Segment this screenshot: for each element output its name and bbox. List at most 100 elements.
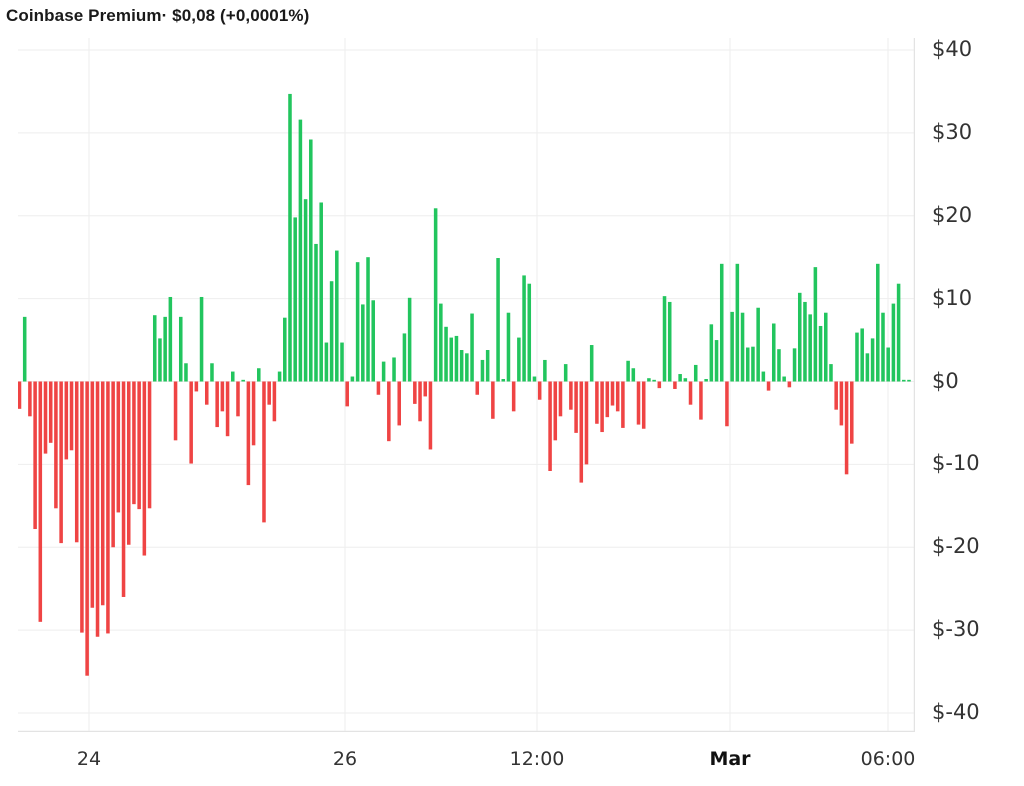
bar[interactable]: [220, 381, 225, 412]
bar[interactable]: [459, 350, 464, 382]
bar[interactable]: [907, 379, 911, 382]
bar[interactable]: [511, 381, 516, 412]
bar[interactable]: [288, 93, 292, 382]
bar[interactable]: [428, 381, 433, 450]
bar[interactable]: [293, 217, 297, 382]
bar[interactable]: [615, 381, 620, 412]
bar[interactable]: [771, 323, 776, 382]
bar[interactable]: [850, 381, 854, 444]
bar[interactable]: [631, 368, 636, 382]
bar[interactable]: [335, 250, 339, 382]
bar[interactable]: [714, 340, 719, 382]
bar[interactable]: [241, 379, 245, 382]
bar[interactable]: [605, 381, 610, 418]
bar[interactable]: [189, 381, 193, 464]
bar[interactable]: [641, 381, 646, 429]
bar[interactable]: [855, 332, 859, 382]
bar[interactable]: [662, 296, 667, 382]
bar[interactable]: [454, 335, 459, 382]
bar[interactable]: [262, 381, 266, 523]
bar[interactable]: [839, 381, 844, 426]
bar[interactable]: [283, 317, 287, 382]
bar[interactable]: [152, 315, 157, 382]
bar[interactable]: [350, 376, 355, 382]
bar[interactable]: [808, 314, 812, 382]
bar[interactable]: [272, 381, 277, 422]
bar[interactable]: [147, 381, 152, 509]
bar[interactable]: [803, 301, 807, 382]
bar[interactable]: [902, 379, 906, 382]
bar[interactable]: [126, 381, 131, 545]
bar[interactable]: [610, 381, 615, 406]
bar[interactable]: [745, 347, 750, 382]
bar[interactable]: [860, 328, 864, 382]
bar[interactable]: [829, 364, 833, 382]
bar[interactable]: [142, 381, 147, 556]
bar[interactable]: [418, 381, 422, 422]
bar[interactable]: [881, 312, 885, 382]
bar[interactable]: [33, 381, 37, 530]
bar[interactable]: [704, 379, 708, 382]
bar[interactable]: [501, 379, 506, 382]
bar[interactable]: [756, 307, 760, 382]
bar[interactable]: [537, 381, 542, 400]
bar[interactable]: [751, 346, 755, 382]
bar[interactable]: [90, 381, 95, 608]
bar[interactable]: [813, 267, 818, 382]
bar[interactable]: [28, 381, 32, 417]
bar[interactable]: [589, 345, 594, 382]
bar[interactable]: [475, 381, 480, 395]
bar[interactable]: [844, 381, 849, 475]
bar[interactable]: [548, 381, 552, 472]
bar[interactable]: [470, 313, 474, 382]
bar[interactable]: [886, 347, 890, 382]
bar[interactable]: [178, 316, 183, 382]
bar[interactable]: [699, 381, 703, 420]
bar[interactable]: [407, 297, 412, 382]
bar[interactable]: [106, 381, 110, 634]
bar[interactable]: [64, 381, 69, 460]
bar[interactable]: [636, 381, 641, 425]
bar[interactable]: [387, 381, 391, 442]
bar[interactable]: [69, 381, 74, 451]
bar[interactable]: [361, 304, 365, 382]
bar[interactable]: [553, 381, 558, 441]
bar[interactable]: [121, 381, 126, 597]
bar[interactable]: [647, 378, 651, 382]
bar[interactable]: [163, 316, 167, 382]
bar[interactable]: [298, 119, 303, 382]
bar[interactable]: [563, 364, 568, 382]
bar[interactable]: [423, 381, 428, 397]
bar[interactable]: [173, 381, 178, 441]
bar[interactable]: [59, 381, 63, 544]
bar[interactable]: [527, 283, 532, 382]
bar[interactable]: [309, 139, 313, 382]
bar[interactable]: [158, 338, 162, 382]
bar[interactable]: [600, 381, 604, 433]
bar[interactable]: [626, 360, 630, 382]
bar[interactable]: [85, 381, 89, 676]
bar[interactable]: [652, 379, 656, 382]
bar[interactable]: [678, 374, 682, 382]
bar[interactable]: [870, 338, 875, 382]
bar[interactable]: [38, 381, 43, 622]
bar[interactable]: [199, 296, 204, 382]
bar[interactable]: [80, 381, 84, 633]
bar[interactable]: [376, 381, 381, 395]
bar[interactable]: [688, 381, 693, 405]
bar[interactable]: [444, 326, 448, 382]
bar[interactable]: [439, 303, 443, 382]
bar[interactable]: [303, 199, 308, 382]
bar[interactable]: [558, 381, 563, 417]
bar[interactable]: [667, 301, 672, 382]
bar[interactable]: [579, 381, 584, 483]
bar[interactable]: [225, 381, 230, 437]
bar[interactable]: [100, 381, 105, 606]
bar[interactable]: [355, 262, 360, 382]
bar[interactable]: [392, 357, 396, 382]
bar[interactable]: [766, 381, 771, 391]
bar[interactable]: [324, 342, 329, 382]
bar[interactable]: [480, 359, 485, 382]
bar[interactable]: [402, 333, 407, 382]
bar[interactable]: [231, 371, 235, 382]
